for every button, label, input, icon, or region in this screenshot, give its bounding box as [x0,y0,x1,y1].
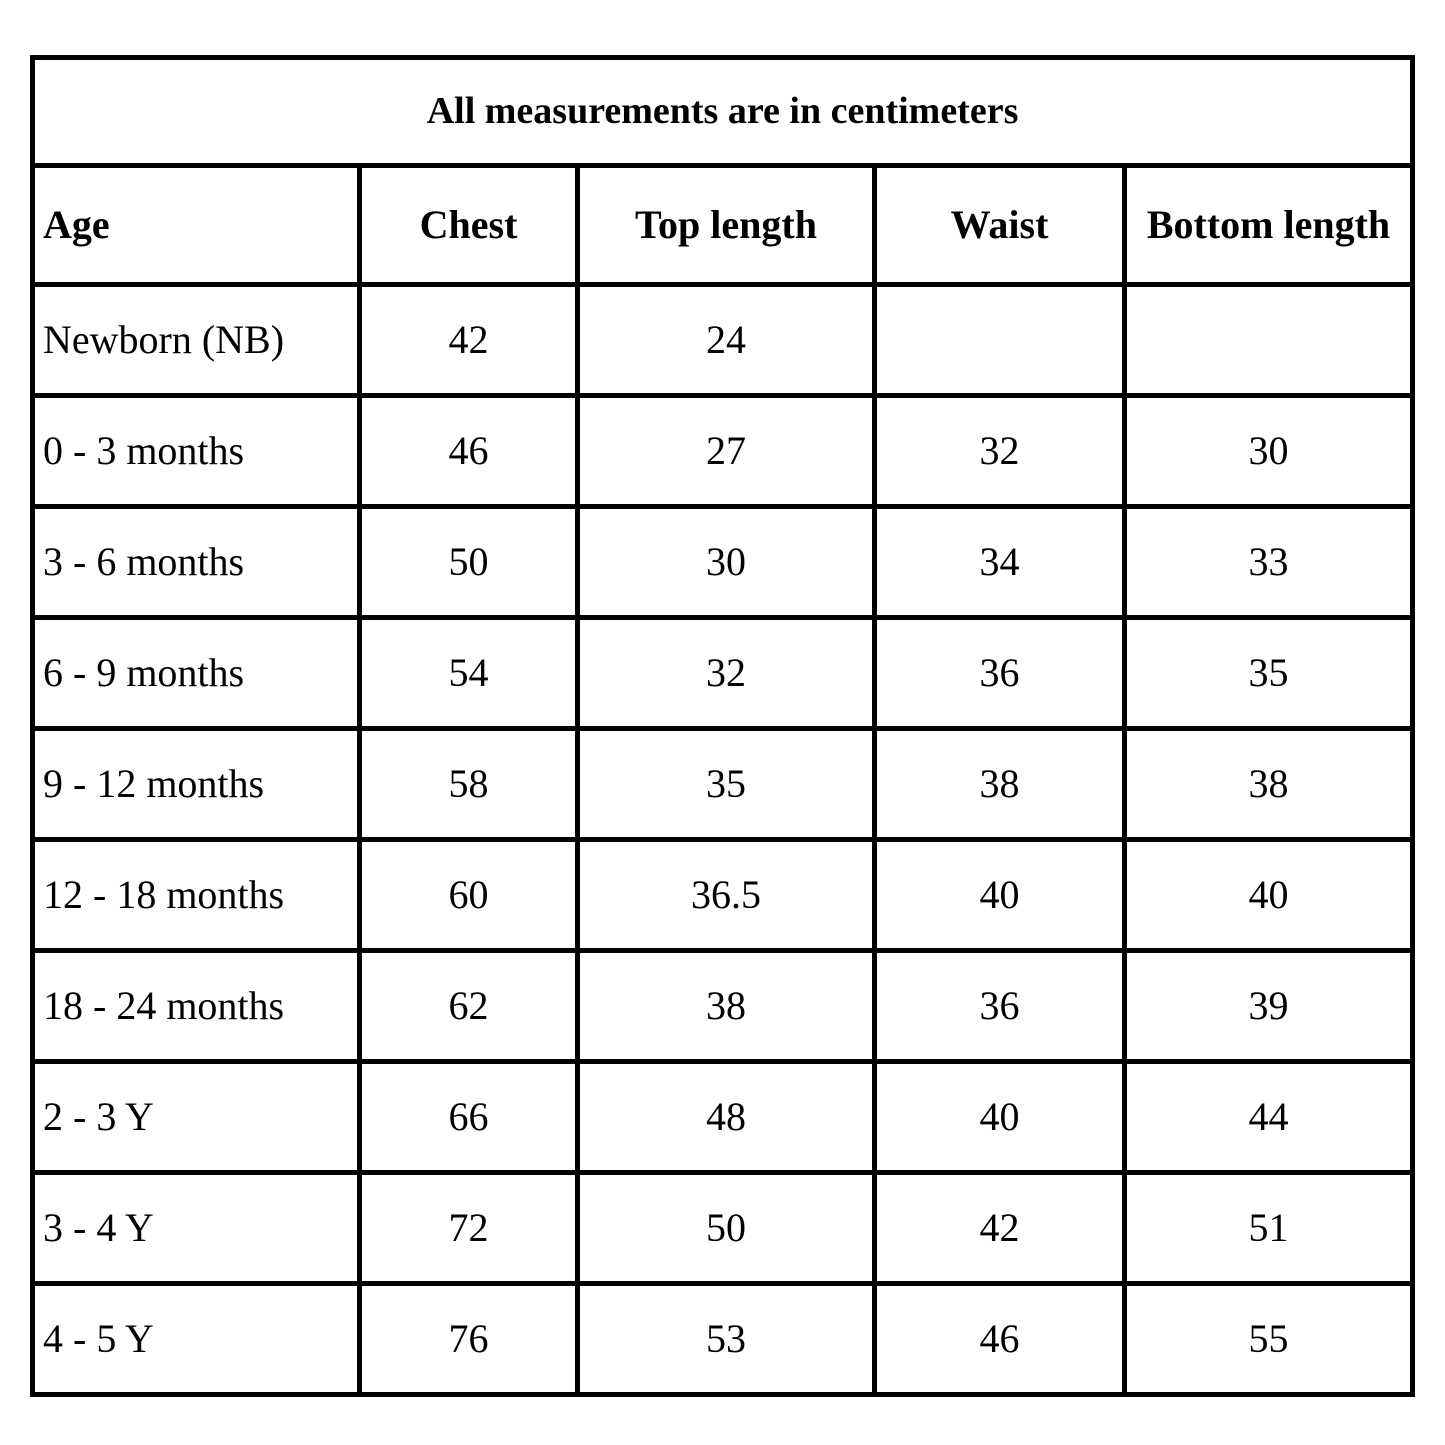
column-header: Top length [575,163,877,287]
measure-cell: 35 [575,726,877,842]
measure-cell: 51 [1121,1170,1416,1286]
size-table: All measurements are in centimeters Age C… [29,55,1416,1397]
measure-cell: 38 [575,948,877,1064]
measure-cell: 76 [357,1281,580,1397]
measure-cell: 36 [872,948,1127,1064]
measure-cell: 33 [1121,504,1416,620]
measure-cell: 66 [357,1059,580,1175]
table-row: 2 - 3 Y 66 48 40 44 [30,1059,1416,1175]
age-cell: Newborn (NB) [30,282,362,398]
column-header: Age [30,163,362,287]
table-body: Newborn (NB) 42 24 0 - 3 months 46 27 32 30 3 - … [30,282,1416,1397]
table-row: 9 - 12 months 58 35 38 38 [30,726,1416,842]
age-cell: 3 - 4 Y [30,1170,362,1286]
measure-cell: 24 [575,282,877,398]
age-cell: 4 - 5 Y [30,1281,362,1397]
measure-cell: 72 [357,1170,580,1286]
table-title: All measurements are in centimeters [29,55,1416,168]
measure-cell: 54 [357,615,580,731]
age-cell: 6 - 9 months [30,615,362,731]
measure-cell: 40 [872,837,1127,953]
table-row: 3 - 6 months 50 30 34 33 [30,504,1416,620]
table-head: All measurements are in centimeters Age C… [29,55,1416,287]
measure-cell: 53 [575,1281,877,1397]
measure-cell: 42 [357,282,580,398]
table-row: 0 - 3 months 46 27 32 30 [30,393,1416,509]
measure-cell: 48 [575,1059,877,1175]
measure-cell: 60 [357,837,580,953]
measure-cell: 34 [872,504,1127,620]
measure-cell: 36.5 [575,837,877,953]
measure-cell: 30 [1121,393,1416,509]
measure-cell: 38 [1121,726,1416,842]
age-cell: 3 - 6 months [30,504,362,620]
measure-cell: 58 [357,726,580,842]
measure-cell: 50 [357,504,580,620]
table-row: 4 - 5 Y 76 53 46 55 [30,1281,1416,1397]
measure-cell [872,282,1127,398]
measure-cell: 46 [357,393,580,509]
measure-cell: 35 [1121,615,1416,731]
measure-cell: 42 [872,1170,1127,1286]
age-cell: 0 - 3 months [30,393,362,509]
table-row: 12 - 18 months 60 36.5 40 40 [30,837,1416,953]
measure-cell: 50 [575,1170,877,1286]
measure-cell: 44 [1121,1059,1416,1175]
measure-cell: 32 [872,393,1127,509]
table-row: 18 - 24 months 62 38 36 39 [30,948,1416,1064]
age-cell: 18 - 24 months [30,948,362,1064]
measure-cell: 38 [872,726,1127,842]
column-header: Chest [357,163,580,287]
measure-cell: 32 [575,615,877,731]
measure-cell: 55 [1121,1281,1416,1397]
column-header: Bottom length [1121,163,1416,287]
column-header: Waist [872,163,1127,287]
measure-cell: 30 [575,504,877,620]
measure-cell: 40 [872,1059,1127,1175]
measure-cell: 40 [1121,837,1416,953]
measure-cell: 46 [872,1281,1127,1397]
measure-cell: 39 [1121,948,1416,1064]
title-row: All measurements are in centimeters [29,55,1416,168]
age-cell: 9 - 12 months [30,726,362,842]
measure-cell: 36 [872,615,1127,731]
table-row: 6 - 9 months 54 32 36 35 [30,615,1416,731]
measure-cell: 62 [357,948,580,1064]
table-row: Newborn (NB) 42 24 [30,282,1416,398]
measure-cell: 27 [575,393,877,509]
measure-cell [1121,282,1416,398]
age-cell: 2 - 3 Y [30,1059,362,1175]
age-cell: 12 - 18 months [30,837,362,953]
header-row: Age Chest Top length Waist Bottom length [30,163,1416,287]
table-row: 3 - 4 Y 72 50 42 51 [30,1170,1416,1286]
